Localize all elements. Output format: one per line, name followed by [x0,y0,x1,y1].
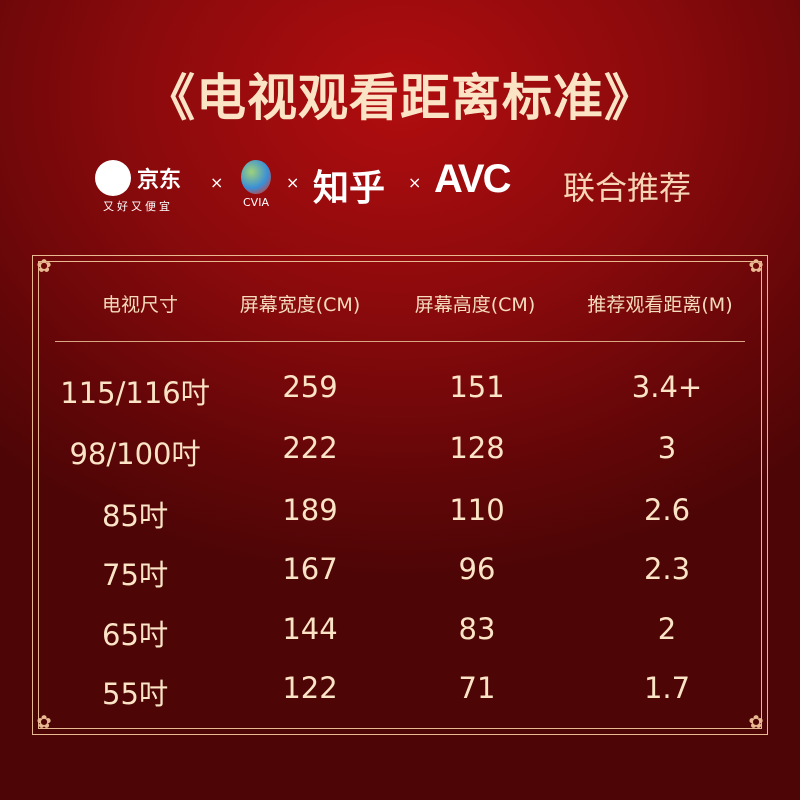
times-sign: × [286,173,300,192]
times-sign: × [210,173,224,192]
cell-distance: 2 [657,612,677,646]
cvia-text: CVIA [243,196,269,209]
cell-height: 83 [458,612,496,646]
jd-logo: 京东 又好又便宜 [95,160,205,213]
cell-distance: 1.7 [643,671,691,705]
cvia-logo: CVIA [236,160,276,212]
avc-logo: AVC [434,157,511,201]
header-height: 屏幕高度(CM) [414,294,536,316]
partner-logos: 京东 又好又便宜 × CVIA × 知乎 × AVC 联合推荐 [0,155,800,215]
header-width: 屏幕宽度(CM) [239,294,361,316]
jd-slogan: 又好又便宜 [103,200,173,213]
cell-distance: 2.3 [643,552,691,586]
corner-ornament-icon: ✿ [748,712,764,733]
header-distance: 推荐观看距离(M) [587,294,733,316]
header-size: 电视尺寸 [101,294,178,316]
cell-width: 259 [282,370,338,404]
header-divider [55,341,745,342]
cell-size: 65吋 [102,618,168,652]
cell-distance: 3 [657,431,677,465]
cell-size: 85吋 [102,499,168,533]
cell-width: 189 [282,493,338,527]
cell-width: 144 [282,612,338,646]
cell-width: 122 [282,671,338,705]
cell-height: 151 [449,370,505,404]
cvia-ball-icon [241,160,271,194]
cell-width: 167 [282,552,338,586]
times-sign: × [408,173,422,192]
cell-size: 75吋 [102,558,168,592]
jd-dog-icon [95,160,131,196]
corner-ornament-icon: ✿ [748,256,764,277]
cell-distance: 3.4+ [631,370,703,404]
cell-height: 128 [449,431,505,465]
cell-width: 222 [282,431,338,465]
cell-distance: 2.6 [643,493,691,527]
cell-height: 71 [458,671,496,705]
cell-height: 96 [458,552,496,586]
corner-ornament-icon: ✿ [36,256,52,277]
zhihu-logo: 知乎 [313,168,386,209]
table-frame-inner [38,261,762,729]
page-title: 《电视观看距离标准》 [145,69,655,127]
corner-ornament-icon: ✿ [36,712,52,733]
cell-size: 55吋 [102,677,168,711]
cell-height: 110 [449,493,505,527]
cell-size: 115/116吋 [60,376,210,410]
joint-recommend-text: 联合推荐 [563,169,692,207]
table-frame [32,255,768,735]
cell-size: 98/100吋 [69,437,201,471]
jd-name: 京东 [137,168,182,193]
